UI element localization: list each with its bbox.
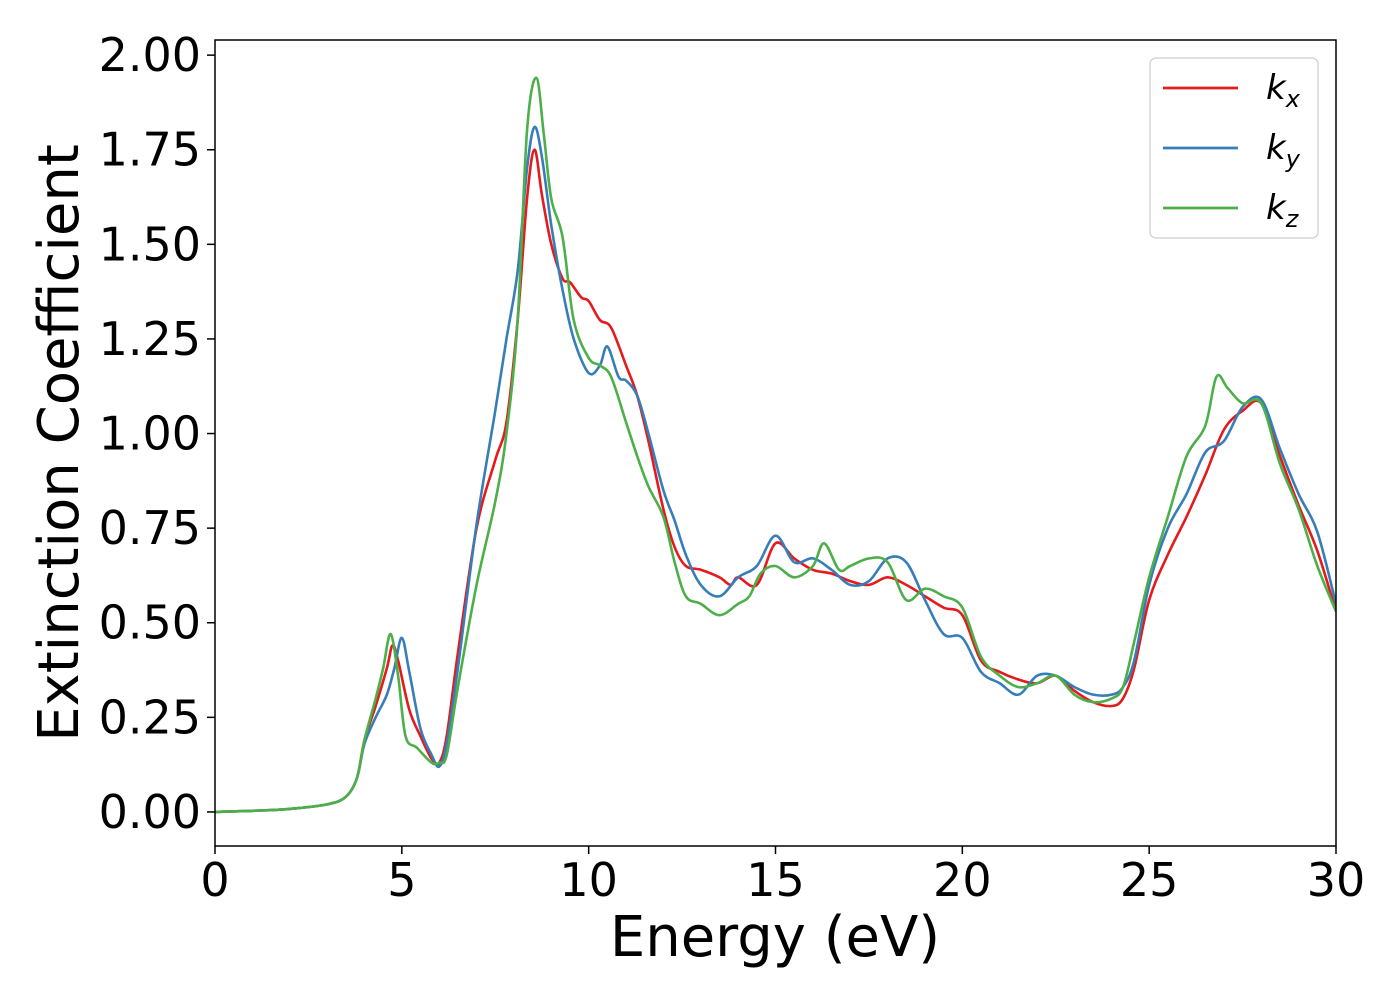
y-tick-label: 1.00 [99, 407, 201, 461]
y-tick-label: 1.25 [99, 312, 201, 366]
legend-label-ky: ky [1266, 128, 1301, 173]
y-tick-label: 0.75 [99, 501, 201, 555]
legend: kx ky kz [1149, 57, 1319, 239]
series-layer [215, 76, 1336, 814]
x-tick-label: 0 [200, 853, 229, 907]
y-tick-label: 0.00 [99, 785, 201, 839]
x-tick-label: 5 [387, 853, 416, 907]
x-axis: 0 5 10 15 20 25 30 [200, 846, 1365, 907]
series-line-kx [215, 148, 1336, 814]
x-tick-label: 15 [746, 853, 805, 907]
x-tick-label: 20 [933, 853, 992, 907]
legend-label-kz: kz [1266, 188, 1300, 233]
series-line-kz [215, 76, 1336, 814]
y-tick-label: 0.50 [99, 596, 201, 650]
y-axis-title: Extinction Coefficient [27, 144, 92, 742]
x-axis-title: Energy (eV) [610, 905, 940, 970]
y-tick-label: 1.75 [99, 123, 201, 177]
x-tick-label: 25 [1120, 853, 1179, 907]
y-tick-label: 0.25 [99, 690, 201, 744]
legend-label-kx: kx [1266, 68, 1301, 113]
y-tick-label: 2.00 [99, 28, 201, 82]
y-tick-label: 1.50 [99, 217, 201, 271]
x-tick-label: 10 [559, 853, 618, 907]
x-tick-label: 30 [1307, 853, 1366, 907]
y-axis: 0.00 0.25 0.50 0.75 1.00 1.25 1.50 1.75 2.00 [99, 28, 215, 839]
